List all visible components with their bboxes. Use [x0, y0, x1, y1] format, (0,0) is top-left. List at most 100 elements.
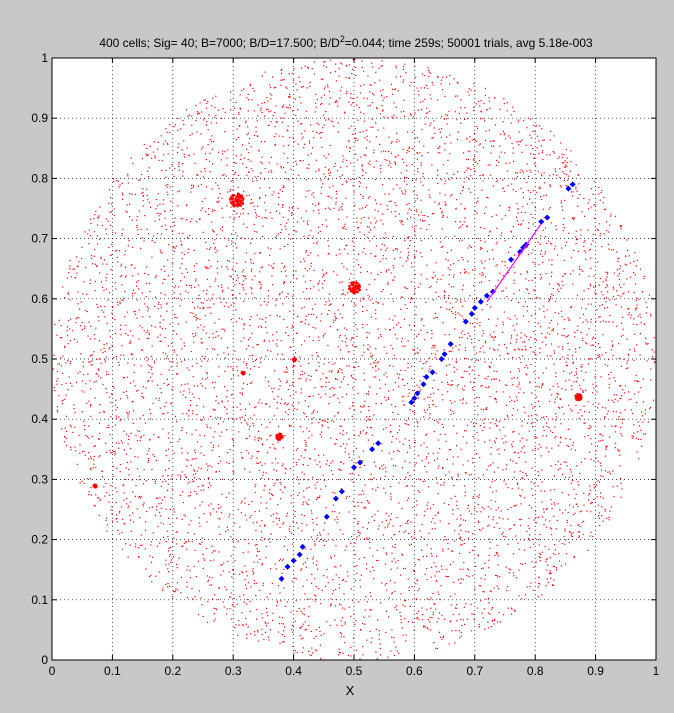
scatter-point: [576, 465, 578, 467]
scatter-point: [315, 487, 317, 489]
scatter-point: [537, 170, 539, 172]
scatter-point: [173, 224, 176, 227]
scatter-point: [540, 145, 543, 147]
scatter-point: [170, 478, 172, 480]
scatter-point: [122, 297, 125, 299]
scatter-point: [479, 248, 482, 250]
scatter-point: [239, 158, 242, 160]
scatter-point: [201, 501, 203, 503]
scatter-point: [599, 321, 601, 323]
scatter-point: [576, 503, 578, 505]
scatter-point: [308, 486, 310, 489]
scatter-point: [141, 544, 143, 546]
scatter-point: [356, 217, 358, 219]
scatter-point: [225, 429, 228, 431]
scatter-point: [424, 510, 426, 512]
scatter-point: [543, 305, 545, 307]
scatter-point: [427, 151, 429, 154]
scatter-point: [620, 322, 623, 324]
scatter-point: [398, 140, 400, 142]
scatter-point: [246, 174, 248, 176]
scatter-point: [352, 481, 354, 483]
scatter-point: [339, 334, 341, 336]
scatter-point: [583, 245, 585, 247]
scatter-point: [365, 419, 368, 422]
scatter-point: [209, 171, 211, 173]
scatter-point: [209, 299, 211, 301]
scatter-point: [454, 530, 456, 532]
scatter-point: [148, 201, 150, 204]
scatter-point: [307, 624, 310, 627]
scatter-point: [605, 278, 607, 280]
scatter-point: [521, 447, 523, 449]
scatter-point: [482, 617, 485, 619]
scatter-point: [482, 173, 484, 176]
scatter-point: [629, 348, 631, 351]
scatter-point: [430, 98, 432, 100]
scatter-point: [319, 495, 321, 497]
scatter-point: [217, 335, 219, 337]
scatter-point: [126, 411, 128, 413]
scatter-point: [416, 504, 418, 506]
scatter-point: [528, 504, 530, 507]
scatter-point: [455, 345, 457, 347]
scatter-point: [589, 248, 592, 250]
scatter-point: [440, 306, 442, 308]
scatter-point: [104, 305, 106, 308]
scatter-point: [504, 418, 506, 420]
scatter-point: [201, 537, 203, 539]
scatter-point: [218, 507, 220, 510]
scatter-point: [429, 413, 431, 415]
scatter-point: [618, 284, 621, 286]
scatter-point: [363, 493, 365, 495]
scatter-point: [234, 606, 236, 608]
scatter-point: [194, 449, 196, 451]
scatter-point: [264, 326, 267, 328]
scatter-point: [373, 477, 375, 479]
scatter-point: [483, 608, 485, 610]
scatter-point: [322, 127, 324, 129]
scatter-point: [480, 226, 482, 229]
scatter-point: [574, 512, 576, 514]
scatter-point: [216, 234, 218, 236]
scatter-point: [212, 598, 214, 600]
scatter-point: [351, 459, 353, 461]
scatter-point: [492, 258, 494, 260]
scatter-point: [97, 375, 100, 377]
scatter-point: [602, 497, 604, 499]
scatter-point: [105, 356, 107, 358]
scatter-point: [110, 211, 112, 213]
scatter-point: [470, 421, 472, 423]
scatter-point: [555, 569, 558, 571]
scatter-point: [478, 521, 480, 523]
scatter-point: [612, 296, 614, 298]
scatter-point: [324, 208, 326, 210]
scatter-point: [456, 432, 458, 434]
scatter-point: [571, 388, 573, 391]
scatter-point: [325, 540, 327, 542]
scatter-point: [409, 85, 411, 87]
scatter-point: [367, 349, 369, 351]
scatter-point: [322, 540, 325, 542]
scatter-point: [98, 215, 100, 217]
scatter-point: [441, 228, 443, 230]
scatter-point: [508, 135, 510, 137]
scatter-point: [261, 326, 263, 329]
scatter-point: [200, 342, 202, 344]
scatter-point: [245, 449, 248, 452]
scatter-point: [281, 617, 284, 619]
scatter-point: [149, 365, 151, 368]
scatter-point: [294, 650, 296, 652]
scatter-point: [187, 252, 189, 254]
scatter-point: [359, 131, 361, 133]
scatter-point: [153, 478, 155, 481]
scatter-point: [314, 102, 317, 104]
scatter-point: [122, 228, 124, 230]
scatter-point: [546, 578, 548, 580]
scatter-point: [548, 175, 551, 177]
scatter-point: [183, 153, 185, 156]
scatter-point: [259, 187, 261, 189]
scatter-point: [205, 102, 208, 105]
scatter-point: [164, 406, 166, 408]
scatter-point: [217, 354, 219, 356]
